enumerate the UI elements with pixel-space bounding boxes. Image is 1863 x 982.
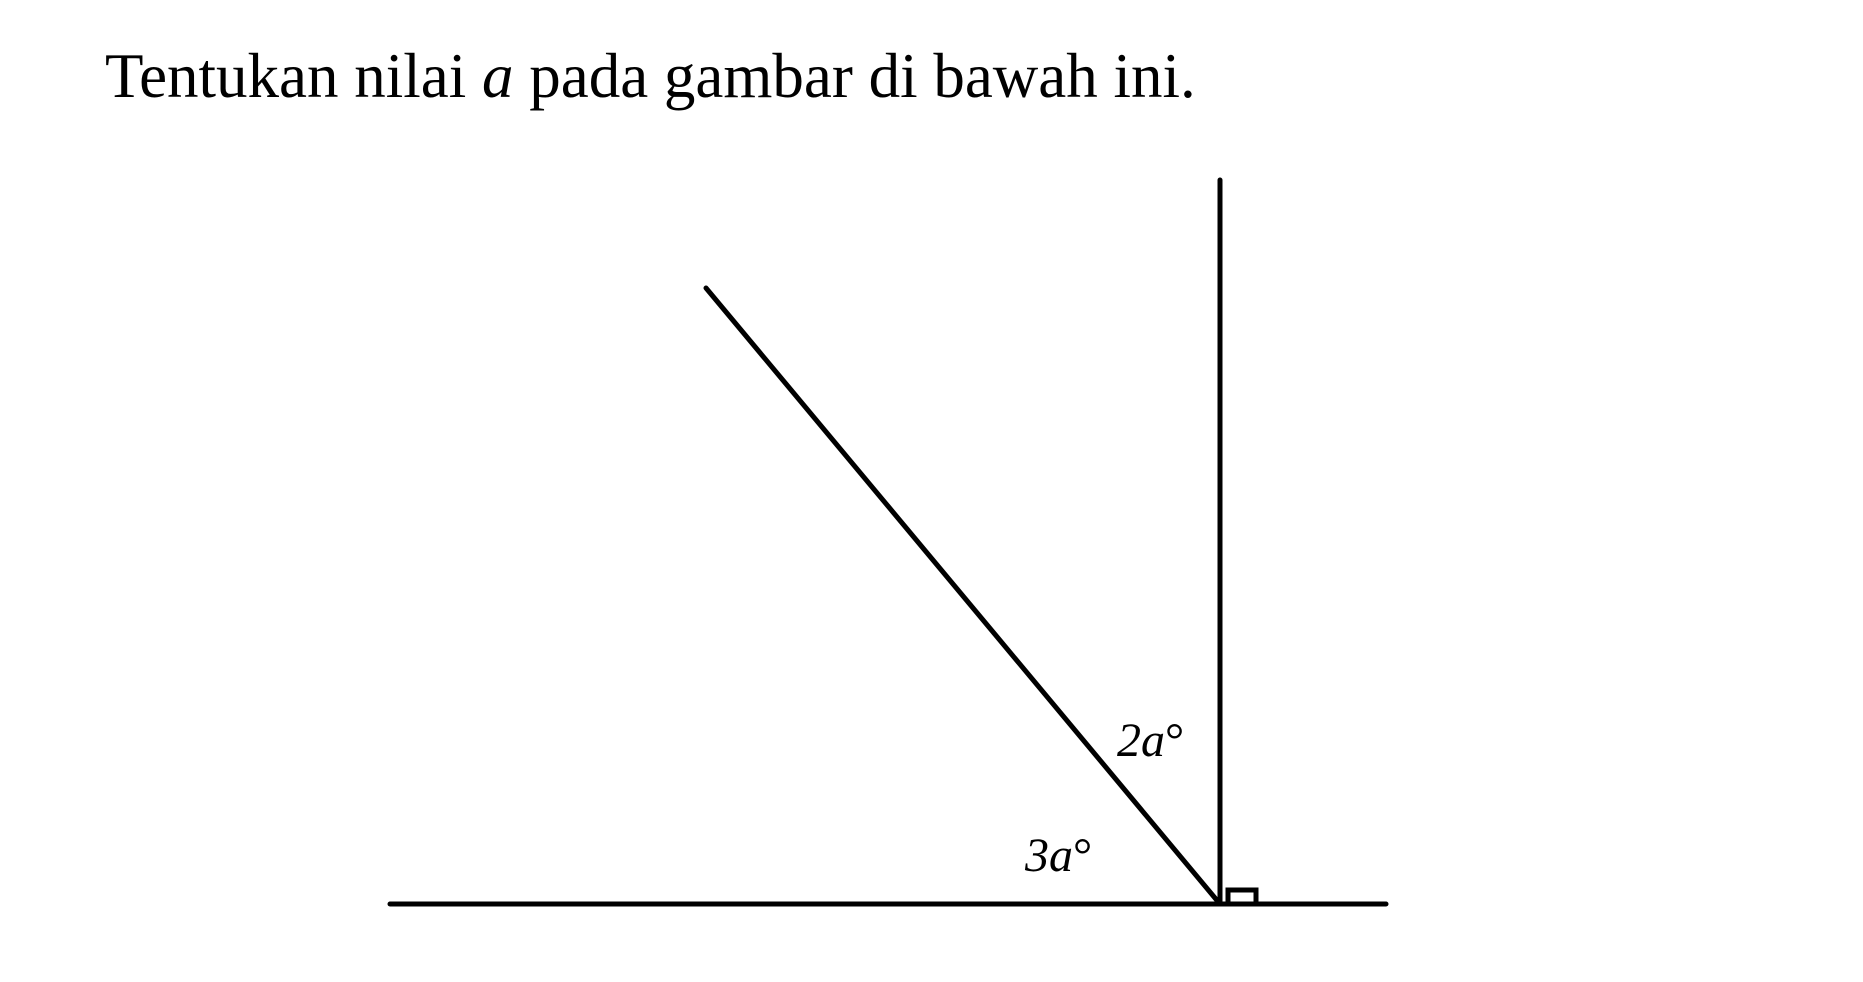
angle-label-2a: 2a° xyxy=(1117,713,1184,768)
coef-2: 2 xyxy=(1117,714,1141,767)
diagram-svg xyxy=(380,170,1480,950)
question-variable: a xyxy=(482,41,514,111)
question-prefix: Tentukan nilai xyxy=(105,41,482,111)
diagonal-line xyxy=(706,288,1220,904)
angle-diagram: 2a° 3a° xyxy=(380,170,1480,950)
angle-label-3a: 3a° xyxy=(1025,828,1092,883)
question-suffix: pada gambar di bawah ini. xyxy=(514,41,1196,111)
question-text: Tentukan nilai a pada gambar di bawah in… xyxy=(105,40,1196,113)
var-a-1: a xyxy=(1141,714,1165,767)
degree-2: ° xyxy=(1073,829,1092,882)
coef-3: 3 xyxy=(1025,829,1049,882)
var-a-2: a xyxy=(1049,829,1073,882)
degree-1: ° xyxy=(1165,714,1184,767)
